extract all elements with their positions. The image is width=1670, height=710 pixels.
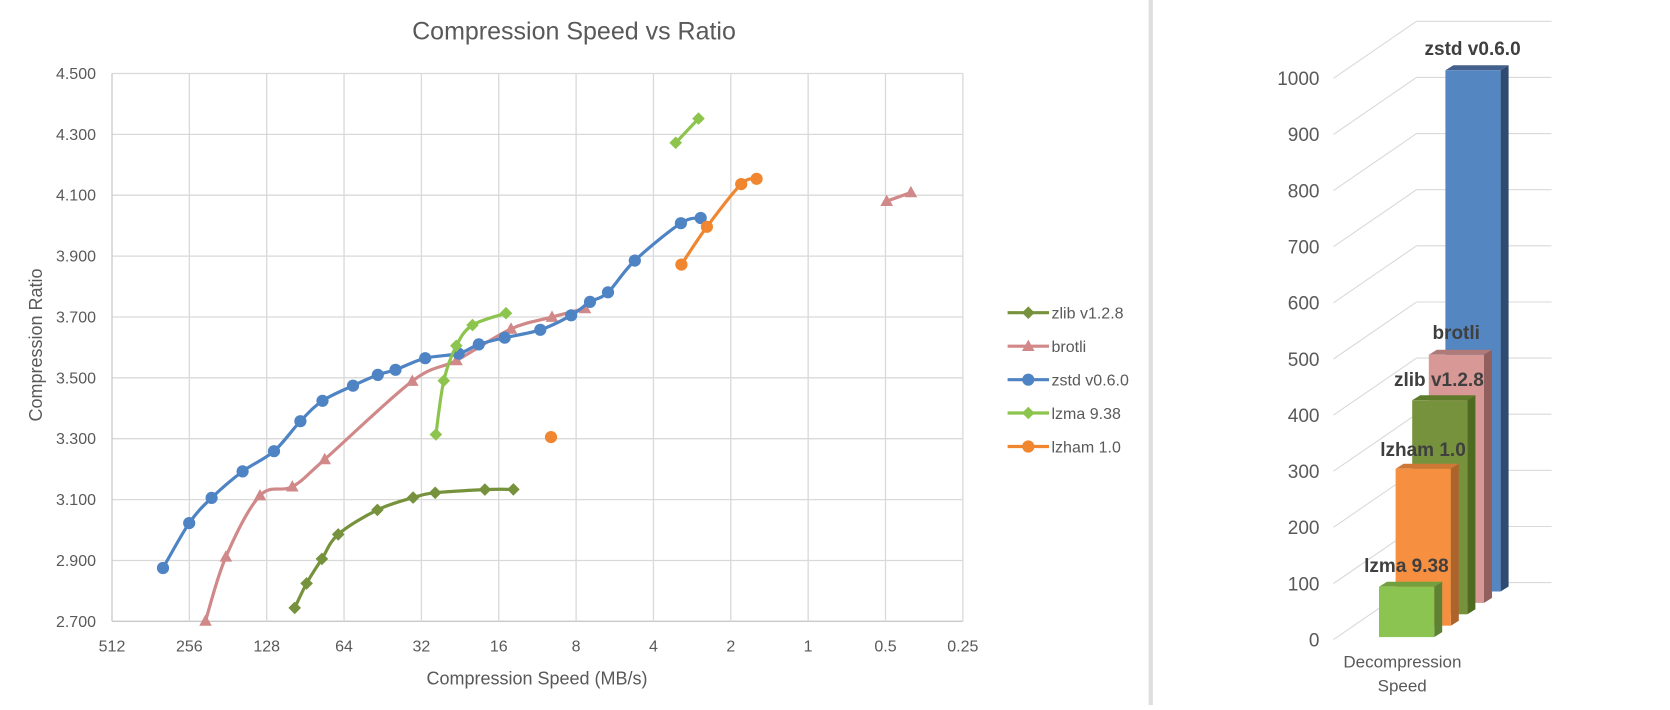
svg-text:Compression Speed (MB/s): Compression Speed (MB/s) [426, 669, 647, 689]
svg-text:600: 600 [1288, 294, 1320, 315]
svg-text:256: 256 [176, 639, 203, 656]
svg-text:2.700: 2.700 [56, 614, 96, 631]
svg-text:0.5: 0.5 [874, 639, 896, 656]
svg-text:3.300: 3.300 [56, 431, 96, 448]
svg-text:3.100: 3.100 [56, 492, 96, 509]
svg-text:512: 512 [99, 639, 126, 656]
svg-text:zstd v0.6.0: zstd v0.6.0 [1052, 373, 1129, 390]
svg-text:zlib v1.2.8: zlib v1.2.8 [1052, 306, 1124, 323]
svg-text:zlib v1.2.8: zlib v1.2.8 [1394, 370, 1484, 391]
svg-text:700: 700 [1288, 238, 1320, 259]
svg-text:4.300: 4.300 [56, 127, 96, 144]
svg-text:64: 64 [335, 639, 353, 656]
svg-text:1: 1 [804, 639, 813, 656]
svg-text:0.25: 0.25 [947, 639, 978, 656]
svg-text:2: 2 [726, 639, 735, 656]
svg-text:Decompression: Decompression [1343, 653, 1461, 672]
svg-text:lzham 1.0: lzham 1.0 [1380, 440, 1466, 461]
svg-text:128: 128 [253, 639, 280, 656]
svg-text:16: 16 [490, 639, 508, 656]
svg-text:3.900: 3.900 [56, 249, 96, 266]
svg-text:4: 4 [649, 639, 658, 656]
svg-text:0: 0 [1309, 630, 1320, 651]
svg-text:4.100: 4.100 [56, 188, 96, 205]
svg-text:400: 400 [1288, 406, 1320, 427]
svg-text:1000: 1000 [1277, 69, 1319, 90]
svg-text:zstd v0.6.0: zstd v0.6.0 [1425, 39, 1521, 60]
svg-text:100: 100 [1288, 574, 1320, 595]
svg-text:3.500: 3.500 [56, 370, 96, 387]
svg-text:300: 300 [1288, 462, 1320, 483]
svg-text:800: 800 [1288, 181, 1320, 202]
svg-text:Compression Ratio: Compression Ratio [26, 268, 46, 421]
svg-text:8: 8 [572, 639, 581, 656]
svg-text:200: 200 [1288, 518, 1320, 539]
svg-text:brotli: brotli [1432, 323, 1480, 344]
svg-text:lzma 9.38: lzma 9.38 [1052, 406, 1121, 423]
svg-text:Compression Speed vs Ratio: Compression Speed vs Ratio [412, 18, 736, 46]
svg-text:4.500: 4.500 [56, 66, 96, 83]
svg-text:lzham 1.0: lzham 1.0 [1052, 439, 1121, 456]
svg-text:3.700: 3.700 [56, 310, 96, 327]
svg-text:brotli: brotli [1052, 339, 1087, 356]
svg-text:Speed: Speed [1378, 677, 1427, 696]
svg-text:2.900: 2.900 [56, 553, 96, 570]
svg-text:900: 900 [1288, 125, 1320, 146]
svg-text:lzma 9.38: lzma 9.38 [1364, 556, 1449, 577]
svg-text:32: 32 [413, 639, 431, 656]
svg-text:500: 500 [1288, 350, 1320, 371]
